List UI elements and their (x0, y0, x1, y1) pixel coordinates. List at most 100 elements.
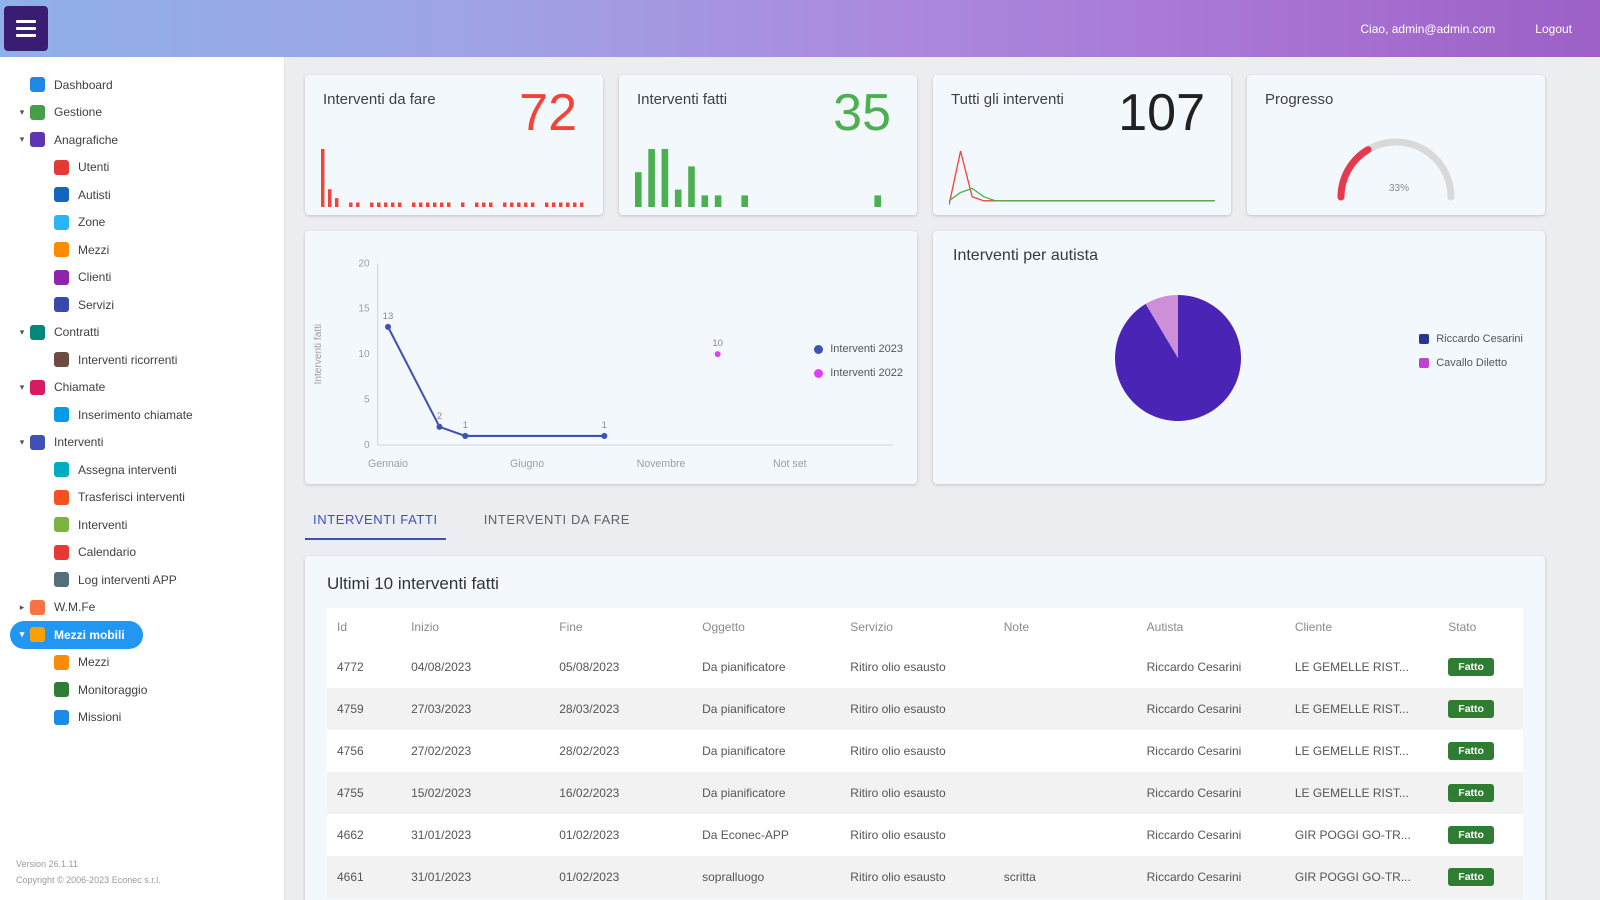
column-header[interactable]: Autista (1136, 608, 1285, 646)
sidebar-item-label: Contratti (54, 325, 100, 340)
table-row[interactable]: 4755 15/02/2023 16/02/2023 Da pianificatore… (327, 772, 1523, 814)
sidebar-item-servizi[interactable]: Servizi (10, 291, 274, 319)
pie-chart-svg (1115, 295, 1242, 421)
table-row[interactable]: 4772 04/08/2023 05/08/2023 Da pianificatore… (327, 646, 1523, 688)
chevron-down-icon[interactable]: ▾ (19, 134, 25, 145)
sidebar-item-interventi-lista[interactable]: Interventi (10, 511, 274, 539)
cell-cliente: GIR POGGI GO-TR... (1294, 828, 1411, 842)
transfer-interventions-icon (54, 489, 69, 505)
sidebar-item-mezzi-mobili[interactable]: ▾ Mezzi mobili (10, 621, 143, 649)
column-header[interactable]: Oggetto (692, 608, 841, 646)
sidebar-item-label: Mezzi (78, 655, 110, 670)
legend-item: Interventi 2023 (814, 343, 903, 355)
svg-text:13: 13 (383, 311, 394, 322)
svg-text:10: 10 (712, 338, 723, 349)
cell-servizio: Ritiro olio esausto (850, 786, 946, 800)
sidebar-item-zone[interactable]: Zone (10, 209, 274, 237)
stat-card-value: 72 (519, 84, 577, 142)
chevron-down-icon[interactable]: ▾ (19, 326, 25, 337)
sidebar-item-interventi[interactable]: ▾ Interventi (10, 429, 274, 457)
app-log-icon (54, 572, 69, 588)
cell-cliente: LE GEMELLE RIST... (1294, 702, 1409, 716)
sidebar-item-wmfe[interactable]: ▸ W.M.Fe (10, 594, 274, 622)
mobile-vehicles-icon (30, 627, 45, 643)
missions-icon (54, 709, 69, 725)
sidebar-item-missioni[interactable]: Missioni (10, 704, 274, 732)
line-chart-svg: Interventi fatti 0 5 10 15 20 Gennaio Giugno Nov… (313, 258, 893, 470)
sidebar-item-utenti[interactable]: Utenti (10, 154, 274, 182)
column-header[interactable]: Servizio (840, 608, 994, 646)
sidebar-item-label: Dashboard (54, 77, 113, 92)
column-header[interactable]: Stato (1438, 608, 1523, 646)
sidebar-item-mezzi-sotto[interactable]: Mezzi (10, 649, 274, 677)
status-badge: Fatto (1448, 784, 1494, 802)
chevron-down-icon[interactable]: ▾ (19, 106, 25, 117)
stat-card-title: Progresso (1265, 91, 1334, 108)
column-header[interactable]: Note (993, 608, 1137, 646)
cell-stato: Fatto (1438, 646, 1523, 688)
cell-stato: Fatto (1438, 730, 1523, 772)
chevron-right-icon[interactable]: ▸ (19, 601, 25, 612)
svg-text:Interventi fatti: Interventi fatti (313, 324, 324, 385)
cell-id: 4755 (337, 786, 364, 800)
table-row[interactable]: 4662 31/01/2023 01/02/2023 Da Econec-APP Rit… (327, 814, 1523, 856)
svg-text:10: 10 (358, 349, 370, 360)
table-row[interactable]: 4759 27/03/2023 28/03/2023 Da pianificatore… (327, 688, 1523, 730)
cell-note (994, 730, 1137, 772)
main-content: Interventi da fare 72 Interventi fatti 35 Tu… (285, 57, 1600, 900)
column-header[interactable]: Fine (549, 608, 693, 646)
sidebar-item-interventi-ricorrenti[interactable]: Interventi ricorrenti (10, 346, 274, 374)
table-row[interactable]: 4756 27/02/2023 28/02/2023 Da pianificatore… (327, 730, 1523, 772)
column-header[interactable]: Id (327, 608, 402, 646)
table-row[interactable]: 4661 31/01/2023 01/02/2023 sopralluogo Ritir… (327, 856, 1523, 898)
chevron-down-icon[interactable]: ▾ (19, 629, 25, 640)
sidebar-item-chiamate[interactable]: ▾ Chiamate (10, 374, 274, 402)
stat-card-interventi-da-fare: Interventi da fare 72 (305, 75, 603, 215)
sidebar-item-mezzi[interactable]: Mezzi (10, 236, 274, 264)
cell-fine: 05/08/2023 (559, 660, 620, 674)
menu-button[interactable] (4, 6, 48, 51)
svg-text:15: 15 (358, 304, 370, 315)
interventions-by-driver-card: Interventi per autista Riccardo Cesarini… (933, 231, 1545, 484)
cell-oggetto: sopralluogo (702, 870, 765, 884)
chevron-down-icon[interactable]: ▾ (19, 436, 25, 447)
sidebar-item-monitoraggio[interactable]: Monitoraggio (10, 676, 274, 704)
sidebar-item-log-interventi-app[interactable]: Log interventi APP (10, 566, 274, 594)
cell-fine: 28/03/2023 (559, 702, 620, 716)
sidebar-item-assegna-interventi[interactable]: Assegna interventi (10, 456, 274, 484)
tab-interventi-fatti[interactable]: INTERVENTI FATTI (305, 500, 446, 540)
sidebar-item-calendario[interactable]: Calendario (10, 539, 274, 567)
sidebar-item-autisti[interactable]: Autisti (10, 181, 274, 209)
sidebar-item-anagrafiche[interactable]: ▾ Anagrafiche (10, 126, 274, 154)
services-icon (54, 297, 69, 313)
sidebar-item-dashboard[interactable]: Dashboard (10, 71, 274, 99)
sidebar: Dashboard ▾ Gestione ▾ Anagrafiche Utenti Auti… (0, 57, 285, 900)
cell-fine: 01/02/2023 (559, 870, 620, 884)
sidebar-item-inserimento-chiamate[interactable]: Inserimento chiamate (10, 401, 274, 429)
logout-link[interactable]: Logout (1535, 21, 1572, 36)
cell-servizio: Ritiro olio esausto (850, 828, 946, 842)
column-header[interactable]: Cliente (1284, 608, 1439, 646)
cell-servizio: Ritiro olio esausto (850, 660, 946, 674)
tab-interventi-da-fare[interactable]: INTERVENTI DA FARE (476, 500, 638, 540)
sidebar-item-clienti[interactable]: Clienti (10, 264, 274, 292)
contracts-icon (30, 324, 45, 340)
chevron-down-icon[interactable]: ▾ (19, 381, 25, 392)
status-badge: Fatto (1448, 868, 1494, 886)
sidebar-item-trasferisci-interventi[interactable]: Trasferisci interventi (10, 484, 274, 512)
cell-autista: Riccardo Cesarini (1146, 828, 1242, 842)
topbar-right: Ciao, admin@admin.com Logout (1360, 22, 1600, 36)
column-header[interactable]: Inizio (401, 608, 550, 646)
status-badge: Fatto (1448, 826, 1494, 844)
sidebar-item-gestione[interactable]: ▾ Gestione (10, 99, 274, 127)
sidebar-item-label: Gestione (54, 105, 103, 120)
cell-oggetto: Da pianificatore (702, 786, 786, 800)
cell-stato: Fatto (1438, 688, 1523, 730)
legend-item: Cavallo Diletto (1419, 357, 1523, 369)
line-chart: Interventi fatti 0 5 10 15 20 Gennaio Giugno Nov… (307, 241, 913, 482)
sidebar-item-label: Monitoraggio (78, 682, 148, 697)
sidebar-item-label: Autisti (78, 187, 111, 202)
interventions-line-chart-card: Interventi fatti 0 5 10 15 20 Gennaio Giugno Nov… (305, 231, 917, 484)
sidebar-item-contratti[interactable]: ▾ Contratti (10, 319, 274, 347)
stat-card-value: 35 (833, 84, 891, 142)
